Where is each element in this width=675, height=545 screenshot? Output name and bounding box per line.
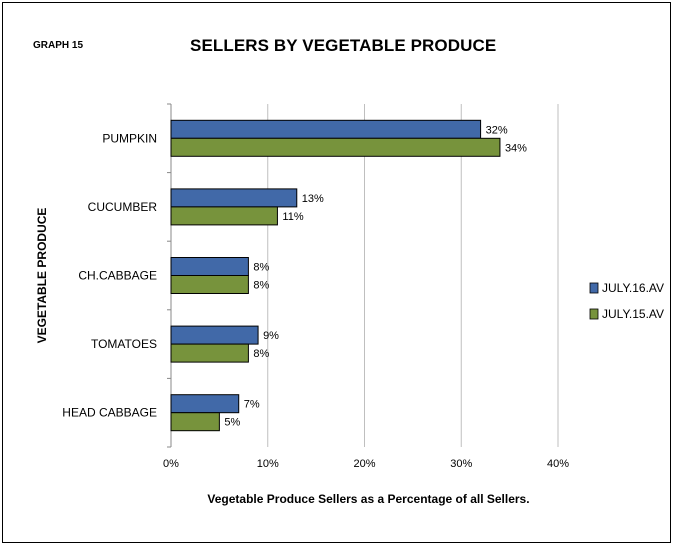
category-label: CH.CABBAGE: [78, 269, 157, 283]
bar-july-16-av: [170, 119, 482, 139]
category-label: TOMATOES: [91, 337, 157, 351]
bar-july-15-av: [170, 137, 501, 157]
x-tick-label: 0%: [163, 458, 179, 470]
bar-july-16-av: [170, 188, 298, 208]
x-tick-label: 30%: [450, 458, 472, 470]
data-label: 8%: [253, 348, 269, 360]
category-label: HEAD CABBAGE: [62, 406, 157, 420]
bar-july-16-av: [170, 257, 249, 276]
legend-swatch: [589, 308, 599, 320]
category-label: PUMPKIN: [102, 131, 157, 145]
bar-july-15-av: [170, 275, 249, 294]
data-label: 8%: [253, 280, 269, 292]
data-label: 5%: [224, 417, 240, 429]
graph-number: GRAPH 15: [33, 40, 84, 51]
category-label: CUCUMBER: [88, 200, 158, 214]
x-tick-label: 20%: [353, 458, 375, 470]
legend-swatch: [589, 282, 599, 294]
legend-label: JULY.16.AV: [602, 281, 664, 295]
bar-july-15-av: [170, 206, 278, 226]
bar-july-15-av: [170, 412, 220, 432]
bar-july-15-av: [170, 343, 249, 363]
chart-title: SELLERS BY VEGETABLE PRODUCE: [190, 36, 497, 55]
data-label: 7%: [244, 399, 260, 411]
y-axis-title: VEGETABLE PRODUCE: [35, 208, 49, 344]
x-tick-label: 10%: [257, 458, 279, 470]
bar-july-16-av: [170, 325, 259, 345]
bar-july-16-av: [170, 394, 240, 414]
x-axis-title: Vegetable Produce Sellers as a Percentag…: [207, 492, 529, 506]
data-label: 9%: [263, 330, 279, 342]
data-label: 34%: [505, 142, 527, 154]
legend-label: JULY.15.AV: [602, 307, 664, 321]
data-label: 13%: [302, 193, 324, 205]
data-label: 32%: [486, 124, 508, 136]
data-label: 8%: [253, 262, 269, 274]
x-tick-label: 40%: [547, 458, 569, 470]
data-label: 11%: [282, 211, 303, 223]
